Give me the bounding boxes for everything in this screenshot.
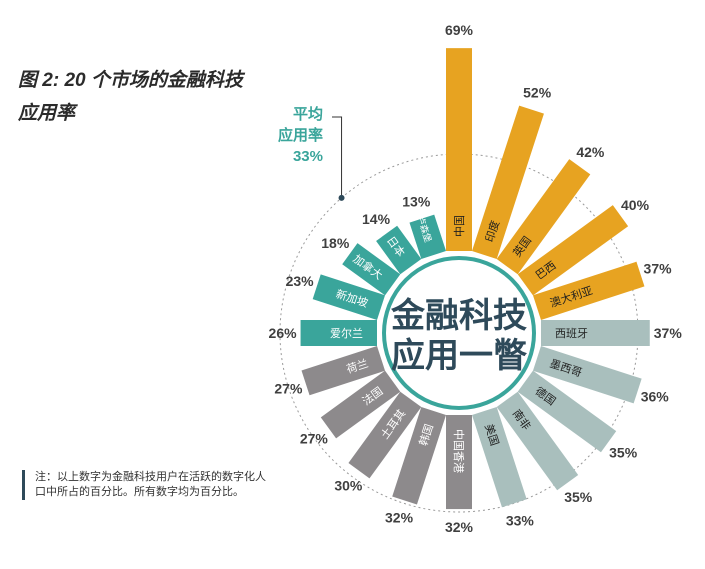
bar-rect <box>348 391 422 479</box>
average-label-line1: 平均 <box>292 106 323 123</box>
bar-7: 墨西哥 <box>532 345 642 404</box>
bar-value-label: 40% <box>621 197 650 213</box>
bar-rect <box>301 345 386 396</box>
bar-rect <box>517 205 629 296</box>
bar-rect <box>409 214 447 260</box>
bar-rect <box>446 415 472 510</box>
bar-rect <box>312 274 386 321</box>
bar-1: 中国 <box>446 48 472 252</box>
bar-8: 德国 <box>517 370 617 453</box>
average-pointer-dot <box>338 194 345 201</box>
footnote: 注：以上数字为金融科技用户在活跃的数字化人口中所占的百分比。所有数字均为百分比。 <box>22 470 275 500</box>
bar-value-label: 30% <box>334 477 363 493</box>
bar-rect <box>446 48 472 252</box>
bar-16: 爱尔兰 <box>300 320 377 346</box>
bar-value-label: 13% <box>402 194 431 210</box>
bar-rect <box>517 370 617 453</box>
average-value: 33% <box>292 148 323 165</box>
bar-rect <box>496 159 591 275</box>
bar-rect <box>471 406 527 508</box>
bar-value-label: 23% <box>286 273 315 289</box>
bar-rect <box>342 243 401 296</box>
bar-6: 西班牙 <box>541 320 650 346</box>
bar-value-label: 26% <box>269 325 298 341</box>
center-title-line2: 应用一瞥 <box>391 337 527 375</box>
bar-12: 韩国 <box>392 406 447 505</box>
bar-category-label: 西班牙 <box>555 327 588 340</box>
bar-rect <box>532 261 645 321</box>
bar-9: 南非 <box>496 391 579 491</box>
bar-value-label: 32% <box>445 519 474 535</box>
center-title-line1: 金融科技 <box>390 296 527 335</box>
bar-value-label: 14% <box>362 211 391 227</box>
bar-19: 日本 <box>376 225 422 275</box>
bar-rect <box>541 320 650 346</box>
bar-value-label: 35% <box>564 489 593 505</box>
bar-category-label: 美国 <box>482 422 501 447</box>
bar-value-label: 37% <box>654 325 683 341</box>
bar-value-label: 37% <box>644 260 673 276</box>
bar-17: 新加坡 <box>312 274 386 321</box>
bar-value-label: 32% <box>385 510 414 526</box>
bar-rect <box>376 225 422 275</box>
bar-value-label: 36% <box>641 389 670 405</box>
figure-title: 图 2: 20 个市场的金融科技应用率 <box>18 70 243 124</box>
bar-rect <box>392 406 447 505</box>
bar-3: 英国 <box>496 159 591 275</box>
bar-value-label: 27% <box>274 380 303 396</box>
bar-value-label: 42% <box>576 144 605 160</box>
bar-rect <box>471 105 544 260</box>
average-label-line2: 应用率 <box>277 127 323 144</box>
bar-15: 荷兰 <box>301 345 386 396</box>
bar-rect <box>320 370 401 439</box>
average-pointer-line <box>332 116 343 198</box>
bar-14: 法国 <box>320 370 401 439</box>
bar-value-label: 35% <box>609 444 638 460</box>
bar-value-label: 69% <box>445 22 474 38</box>
bar-rect <box>300 320 377 346</box>
bar-11: 中国香港 <box>446 415 472 510</box>
bar-value-label: 27% <box>300 430 329 446</box>
bar-value-label: 18% <box>321 235 350 251</box>
bar-value-label: 33% <box>506 512 535 528</box>
bar-category-label: 中国 <box>453 215 466 237</box>
center-ring <box>382 256 536 410</box>
bar-10: 美国 <box>471 406 527 508</box>
bar-rect <box>532 345 642 404</box>
bar-category-label: 中国香港 <box>452 429 465 473</box>
bar-4: 巴西 <box>517 205 629 296</box>
bar-2: 印度 <box>471 105 544 260</box>
bar-category-label: 荷兰 <box>345 357 370 376</box>
bar-rect <box>496 391 579 491</box>
footnote-text: 注：以上数字为金融科技用户在活跃的数字化人口中所占的百分比。所有数字均为百分比。 <box>35 471 266 498</box>
bar-value-label: 52% <box>523 84 552 100</box>
bar-category-label: 爱尔兰 <box>330 327 363 340</box>
average-label: 平均 应用率 33% <box>255 104 323 167</box>
